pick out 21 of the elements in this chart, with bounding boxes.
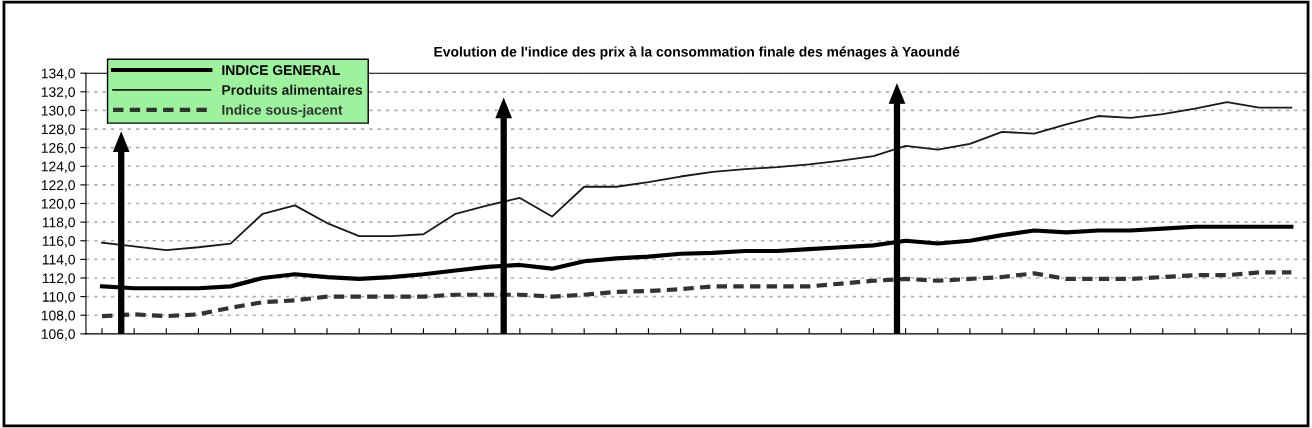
y-tick-label: 116,0 [42,236,75,248]
text: INDICE GENERAL [222,65,340,76]
line-series [99,270,1294,319]
y-tick-label: 124,0 [41,161,75,174]
y-tick-label: 118,0 [42,217,75,229]
text: Produits alimentaires [222,84,363,95]
chart-title: Evolution de l'indice des prix à la consommation finale des ménages à Yaoundé [434,46,960,60]
y-tick-label: 108,0 [41,310,75,323]
y-tick-label: 106,0 [41,329,75,341]
y-tick-label: 132,0 [41,87,75,99]
y-tick-label: 122,0 [41,180,75,192]
y-tick-label: 114,0 [42,254,75,267]
line-series [101,101,1293,251]
y-tick-label: 112,0 [42,273,75,285]
y-tick-label: 126,0 [41,142,75,155]
y-tick-label: 134,0 [41,68,75,80]
y-tick-label: 120,0 [41,198,75,211]
text: Indice sous-jacent [222,104,343,118]
y-tick-label: 128,0 [41,124,75,136]
y-tick-label: 130,0 [41,105,75,118]
y-tick-label: 110,0 [42,291,75,304]
